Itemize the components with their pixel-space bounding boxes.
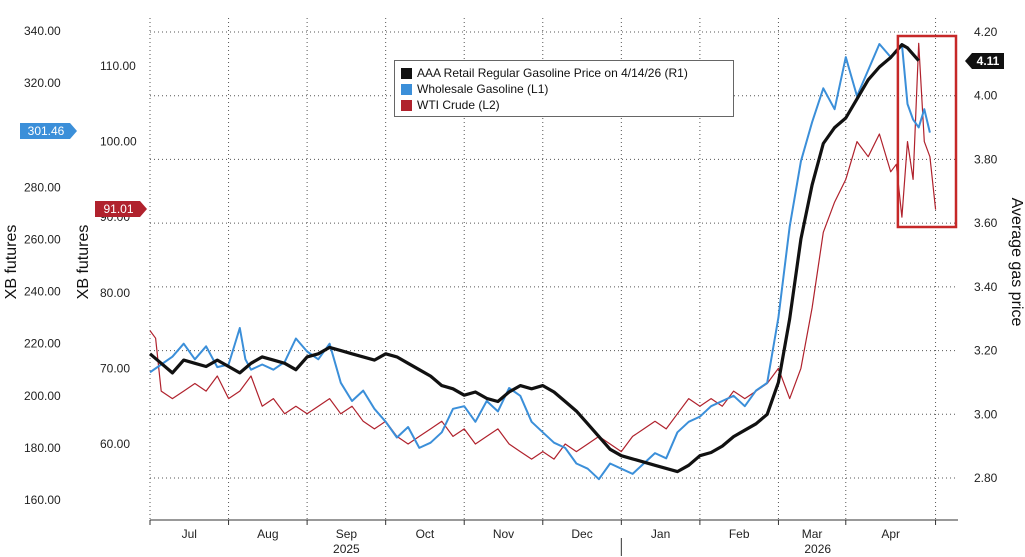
x-tick-label: Jul	[182, 527, 197, 541]
legend-item-wti: WTI Crude (L2)	[401, 97, 727, 113]
right-tick-label: 3.80	[974, 152, 998, 166]
right-tick-label: 3.20	[974, 344, 998, 358]
left-inner-tick-label: 80.00	[100, 286, 130, 300]
left-outer-axis: 340.00320.00300.00280.00260.00240.00220.…	[24, 24, 61, 507]
wholesale-badge: 301.46	[20, 123, 77, 139]
x-tick-label: Feb	[729, 527, 750, 541]
left-outer-tick-label: 260.00	[24, 232, 61, 246]
left-inner-axis-title: XB futures	[75, 225, 92, 300]
series-line	[149, 42, 937, 460]
wti-badge-value: 91.01	[103, 202, 133, 216]
x-tick-label: Aug	[257, 527, 278, 541]
x-year-label: 2026	[804, 542, 831, 556]
left-outer-tick-label: 200.00	[24, 389, 61, 403]
left-outer-tick-label: 340.00	[24, 24, 61, 38]
legend-swatch	[401, 99, 412, 111]
x-tick-label: Sep	[336, 527, 358, 541]
legend: AAA Retail Regular Gasoline Price on 4/1…	[394, 60, 734, 117]
x-tick-label: Dec	[571, 527, 592, 541]
legend-item-aaa: AAA Retail Regular Gasoline Price on 4/1…	[401, 65, 727, 81]
aaa-badge-shape	[965, 53, 1004, 69]
x-year-label: 2025	[333, 542, 360, 556]
x-axis: Jul Aug Sep Oct Nov Dec Jan Feb Mar Apr 2025 2026	[149, 520, 937, 556]
right-tick-label: 4.20	[974, 25, 998, 39]
left-inner-tick-label: 60.00	[100, 437, 130, 451]
x-tick-label: Oct	[416, 527, 435, 541]
right-tick-label: 3.00	[974, 407, 998, 421]
highlight-rect	[896, 34, 958, 229]
left-outer-axis-title: XB futures	[3, 225, 20, 300]
left-inner-tick-label: 70.00	[100, 361, 130, 375]
legend-label: AAA Retail Regular Gasoline Price on 4/1…	[417, 66, 688, 80]
right-axis: 4.20 4.00 3.80 3.60 3.40 3.20 3.00 2.80	[974, 25, 998, 485]
x-tick-label: Apr	[881, 527, 900, 541]
right-tick-label: 2.80	[974, 471, 998, 485]
legend-swatch	[401, 83, 412, 95]
wholesale-badge-shape	[20, 123, 77, 139]
left-outer-tick-label: 320.00	[24, 76, 61, 90]
legend-label: WTI Crude (L2)	[417, 98, 500, 112]
series-line	[148, 43, 920, 474]
wholesale-badge-value: 301.46	[28, 124, 65, 138]
legend-item-wholesale: Wholesale Gasoline (L1)	[401, 81, 727, 97]
left-inner-tick-label: 100.00	[100, 135, 137, 149]
right-axis-title: Average gas price	[1008, 198, 1025, 327]
wti-badge: 91.01	[95, 201, 147, 217]
left-outer-tick-label: 280.00	[24, 180, 61, 194]
right-tick-label: 3.40	[974, 280, 998, 294]
legend-label: Wholesale Gasoline (L1)	[417, 82, 549, 96]
aaa-badge-value: 4.11	[977, 54, 1000, 68]
value-badges: 301.46 91.01 4.11	[20, 53, 1004, 217]
highlight-box	[896, 34, 958, 229]
x-tick-label: Mar	[802, 527, 823, 541]
left-outer-tick-label: 220.00	[24, 337, 61, 351]
aaa-badge: 4.11	[965, 53, 1004, 69]
legend-swatch	[401, 67, 412, 79]
left-outer-tick-label: 180.00	[24, 441, 61, 455]
x-tick-label: Jan	[651, 527, 670, 541]
wti-badge-shape	[95, 201, 147, 217]
series-layer	[148, 42, 937, 481]
right-tick-label: 3.60	[974, 216, 998, 230]
left-inner-tick-label: 110.00	[100, 59, 136, 73]
left-outer-tick-label: 160.00	[24, 493, 61, 507]
x-tick-label: Nov	[493, 527, 514, 541]
left-outer-tick-label: 240.00	[24, 285, 61, 299]
right-tick-label: 4.00	[974, 89, 998, 103]
series-line	[149, 43, 931, 481]
